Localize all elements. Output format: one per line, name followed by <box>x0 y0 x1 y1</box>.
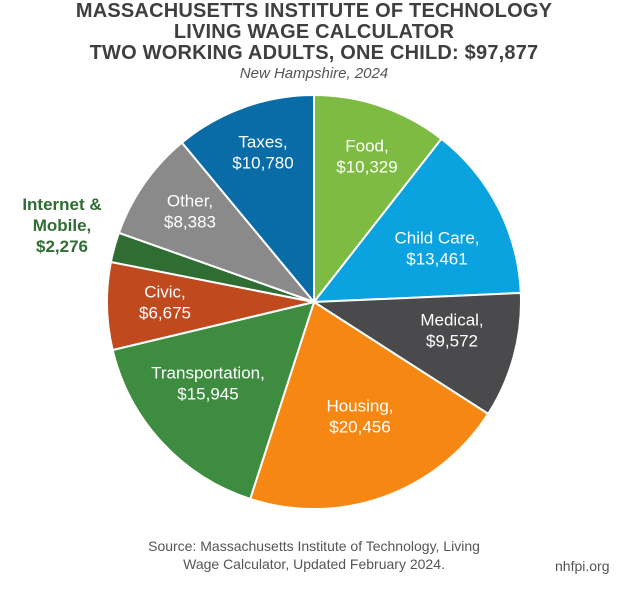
slice-label-8: Taxes, $10,780 <box>232 133 293 173</box>
chart-title-line-1: MASSACHUSETTS INSTITUTE OF TECHNOLOGY <box>75 0 553 22</box>
chart-title-line-3: TWO WORKING ADULTS, ONE CHILD: $97,877 <box>89 42 539 64</box>
source-line-2: Wage Calculator, Updated February 2024. <box>183 556 445 572</box>
pie-slice-3 <box>248 300 490 510</box>
pie-slice-0 <box>313 93 443 305</box>
pie-slice-4 <box>111 300 316 501</box>
source-line-1: Source: Massachusetts Institute of Techn… <box>148 538 480 554</box>
slice-label-1: Child Care, $13,461 <box>394 229 479 269</box>
slice-label-7: Other, $8,383 <box>164 192 216 232</box>
chart-subtitle: New Hampshire, 2024 <box>239 65 389 82</box>
slice-label-2: Medical, $9,572 <box>420 311 483 351</box>
source-note: Source: Massachusetts Institute of Techn… <box>0 537 628 573</box>
slice-label-0: Food, $10,329 <box>336 137 397 177</box>
slice-label-5: Civic, $6,675 <box>139 283 191 323</box>
pie-slice-7 <box>117 141 318 305</box>
slice-label-4: Transportation, $15,945 <box>151 364 265 404</box>
pie-slice-8 <box>180 93 315 305</box>
pie-slice-1 <box>311 137 522 304</box>
slice-label-3: Housing, $20,456 <box>326 397 393 437</box>
pie-slice-2 <box>310 291 522 416</box>
site-credit: nhfpi.org <box>555 558 610 574</box>
slice-label-6: Internet & Mobile, $2,276 <box>22 195 101 256</box>
chart-title-line-2: LIVING WAGE CALCULATOR <box>173 21 455 43</box>
